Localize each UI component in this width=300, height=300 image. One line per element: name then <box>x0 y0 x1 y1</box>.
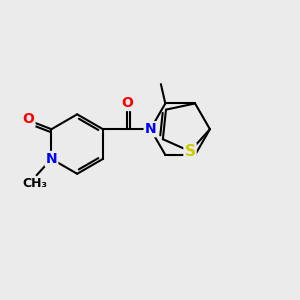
Text: N: N <box>46 152 57 166</box>
Text: O: O <box>121 96 133 110</box>
Text: N: N <box>145 122 156 136</box>
Text: S: S <box>184 144 196 159</box>
Text: CH₃: CH₃ <box>22 177 48 190</box>
Text: O: O <box>22 112 34 126</box>
